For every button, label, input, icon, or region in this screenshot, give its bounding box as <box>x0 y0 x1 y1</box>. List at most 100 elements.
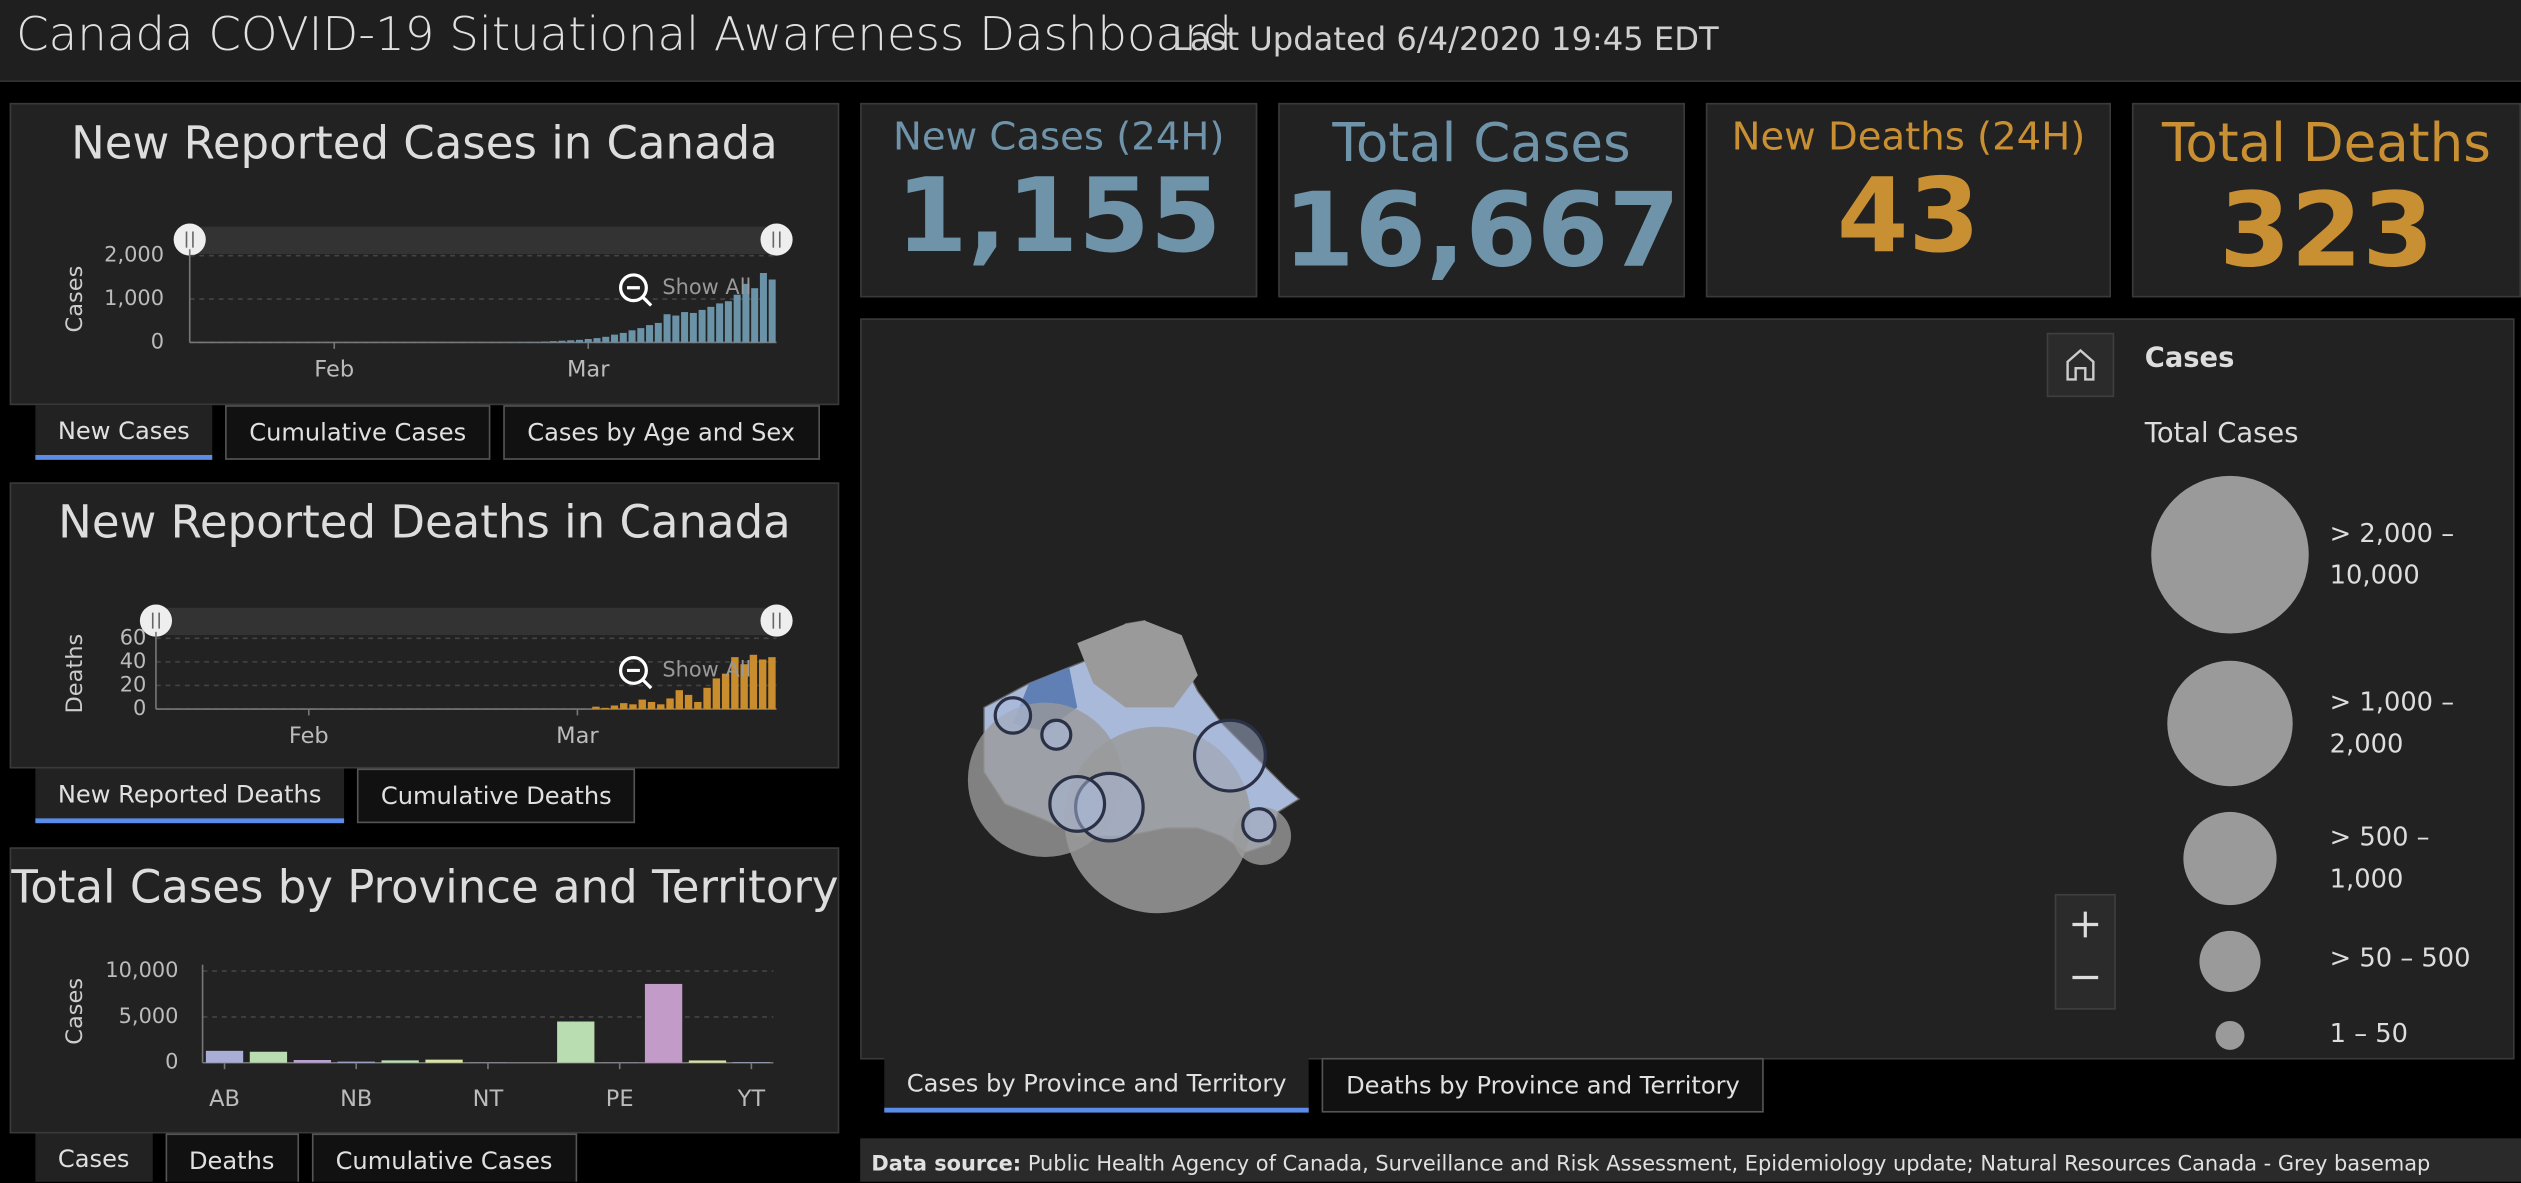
tab-bar: Cases Deaths Cumulative Cases <box>35 1133 577 1182</box>
y-axis-title: Cases <box>62 266 88 333</box>
legend-label: > 2,000 – 10,000 <box>2329 517 2455 591</box>
bar <box>666 698 674 710</box>
bar <box>672 315 680 343</box>
bar <box>675 690 684 710</box>
y-tick-label: 5,000 <box>119 1004 179 1028</box>
bar <box>611 334 619 343</box>
tab[interactable]: Cumulative Cases <box>225 405 491 460</box>
chart: New Reported Deaths in Canada Deaths 02040… <box>58 496 793 749</box>
bar <box>620 703 628 710</box>
map-bubble <box>1048 774 1107 833</box>
legend-label: > 50 – 500 <box>2329 942 2471 973</box>
bar <box>644 983 683 1063</box>
kpi-value: 323 <box>2219 172 2434 292</box>
x-tick-label: NT <box>473 1086 504 1112</box>
map-bubble <box>993 696 1033 735</box>
kpi-label: Total Deaths <box>2162 110 2491 174</box>
bar <box>628 330 636 343</box>
bar <box>619 332 627 343</box>
tab-bar: Cases by Province and Territory Deaths b… <box>884 1057 1764 1113</box>
legend-label: > 1,000 – 2,000 <box>2329 686 2455 759</box>
bar <box>592 706 600 710</box>
legend-symbol <box>2215 1020 2245 1050</box>
y-axis-title: Deaths <box>62 634 88 714</box>
tab[interactable]: Cumulative Cases <box>311 1133 577 1182</box>
y-axis-title: Cases <box>62 978 88 1045</box>
legend-symbols <box>2151 475 2309 1050</box>
slider-handle <box>173 223 206 256</box>
bar <box>629 704 637 710</box>
x-tick-label: Mar <box>556 723 599 749</box>
bar <box>707 306 715 343</box>
zoom-icon-detail <box>627 668 653 690</box>
map[interactable] <box>862 320 2513 1058</box>
kpi-value: 1,155 <box>895 157 1222 277</box>
bar <box>742 283 750 343</box>
x-tick-label: YT <box>737 1086 766 1112</box>
home-button[interactable] <box>2046 332 2115 398</box>
bar <box>558 340 566 343</box>
kpi-card: Total Cases 16,667 <box>1278 102 1685 298</box>
show-all-button[interactable]: Show All <box>662 657 751 681</box>
map-region <box>1077 620 1198 708</box>
chart-panel: New Reported Deaths in Canada Deaths 0 20 40… <box>9 482 840 769</box>
bar <box>381 1060 419 1063</box>
slider-handle <box>760 223 793 256</box>
kpi-label: Total Cases <box>1332 110 1631 174</box>
chart-title: New Reported Cases in Canada <box>71 116 778 169</box>
tab[interactable]: Cumulative Deaths <box>356 768 636 824</box>
bar <box>751 288 759 343</box>
kpi-value: 16,667 <box>1283 172 1681 292</box>
bar <box>731 657 739 710</box>
legend-symbol <box>2151 475 2309 634</box>
footer-label: Data source: <box>871 1152 1022 1177</box>
y-tick-label: 20 <box>120 672 147 696</box>
bar <box>425 1059 463 1063</box>
bar <box>663 314 671 343</box>
show-all-button[interactable]: Show All <box>662 275 751 299</box>
bar <box>703 687 711 710</box>
y-tick-label: 10,000 <box>105 958 178 982</box>
bar <box>637 328 645 343</box>
last-updated: Last Updated 6/4/2020 19:45 EDT <box>1172 19 1719 58</box>
tab[interactable]: Deaths by Province and Territory <box>1321 1057 1764 1113</box>
x-tick-label: Mar <box>567 356 610 382</box>
tab[interactable]: New Reported Deaths <box>35 768 344 824</box>
header: Canada COVID-19 Situational Awareness Da… <box>0 0 2521 82</box>
bar <box>647 701 656 710</box>
legend-symbol <box>2167 660 2293 787</box>
bar <box>337 1061 375 1063</box>
tab[interactable]: Cases <box>35 1133 152 1182</box>
legend-title: Cases <box>2144 342 2235 375</box>
bar <box>759 273 767 343</box>
bar <box>601 707 609 710</box>
tab[interactable]: Deaths <box>164 1133 299 1182</box>
dashboard-title: Canada COVID-19 Situational Awareness Da… <box>16 6 1233 62</box>
zoom-icon-detail <box>627 286 653 307</box>
tab[interactable]: Cases by Province and Territory <box>884 1057 1310 1113</box>
chart: New Reported Cases in Canada Cases 0 1,000 2… <box>62 116 793 382</box>
x-tick-label: AB <box>209 1086 240 1112</box>
bar <box>768 657 776 710</box>
bar <box>602 336 610 343</box>
bar <box>584 338 592 343</box>
bar <box>654 322 662 343</box>
legend-label: > 500 – 1,000 <box>2329 821 2430 894</box>
chart-panel: New Reported Cases in Canada Cases 0 1,000 2… <box>9 102 840 406</box>
bar <box>657 704 665 710</box>
kpi-label: New Cases (24H) <box>892 114 1225 160</box>
kpi-card: New Cases (24H) 1,155 <box>860 102 1258 298</box>
slider-handle <box>760 604 793 637</box>
bar <box>293 1059 332 1063</box>
zoom-icons[interactable] <box>2056 896 2114 1009</box>
tab[interactable]: New Cases <box>35 405 213 460</box>
bar <box>768 279 776 343</box>
chart-panel: Total Cases by Province and Territory Cas… <box>9 847 840 1134</box>
legend-subtitle: Total Cases <box>2144 418 2299 451</box>
chart-title: New Reported Deaths in Canada <box>58 496 791 549</box>
kpi-value: 43 <box>1836 157 1981 277</box>
tab[interactable]: Cases by Age and Sex <box>503 405 820 460</box>
footer: Data source: Public Health Agency of Can… <box>860 1138 2521 1182</box>
tab-bar: New Reported Deaths Cumulative Deaths <box>35 768 636 824</box>
slider-grip <box>151 612 160 629</box>
